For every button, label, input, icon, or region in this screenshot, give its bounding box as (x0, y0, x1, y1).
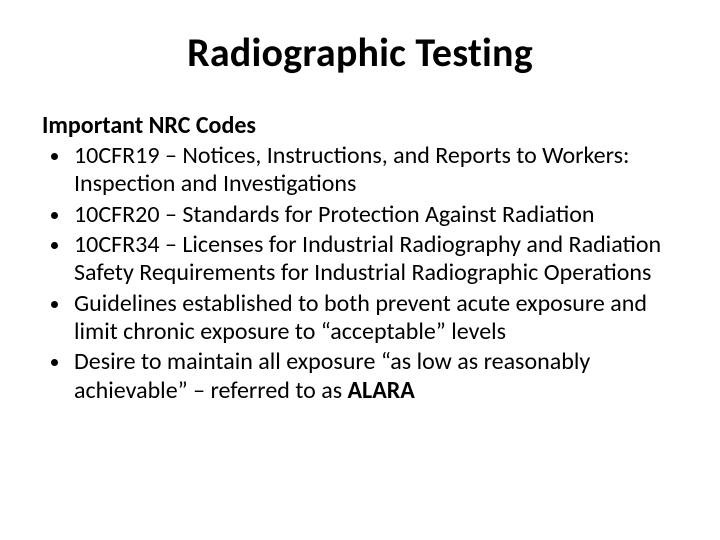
section-subhead: Important NRC Codes (42, 111, 678, 140)
list-item: 10CFR20 – Standards for Protection Again… (72, 201, 678, 229)
bullet-list: 10CFR19 – Notices, Instructions, and Rep… (42, 142, 678, 405)
bullet-text: Guidelines established to both prevent a… (74, 289, 647, 346)
list-item: 10CFR34 – Licenses for Industrial Radiog… (72, 231, 678, 288)
list-item: Desire to maintain all exposure “as low … (72, 348, 678, 405)
bullet-prefix: 10CFR19 – (74, 141, 182, 170)
bullet-bold-suffix: ALARA (348, 376, 415, 405)
slide: Radiographic Testing Important NRC Codes… (0, 0, 720, 540)
bullet-text: Desire to maintain all exposure “as low … (74, 347, 590, 404)
bullet-prefix: 10CFR20 – (74, 200, 182, 229)
list-item: Guidelines established to both prevent a… (72, 290, 678, 347)
bullet-prefix: 10CFR34 – (74, 230, 182, 259)
slide-title: Radiographic Testing (42, 28, 678, 77)
bullet-text: Standards for Protection Against Radiati… (182, 200, 594, 229)
list-item: 10CFR19 – Notices, Instructions, and Rep… (72, 142, 678, 199)
